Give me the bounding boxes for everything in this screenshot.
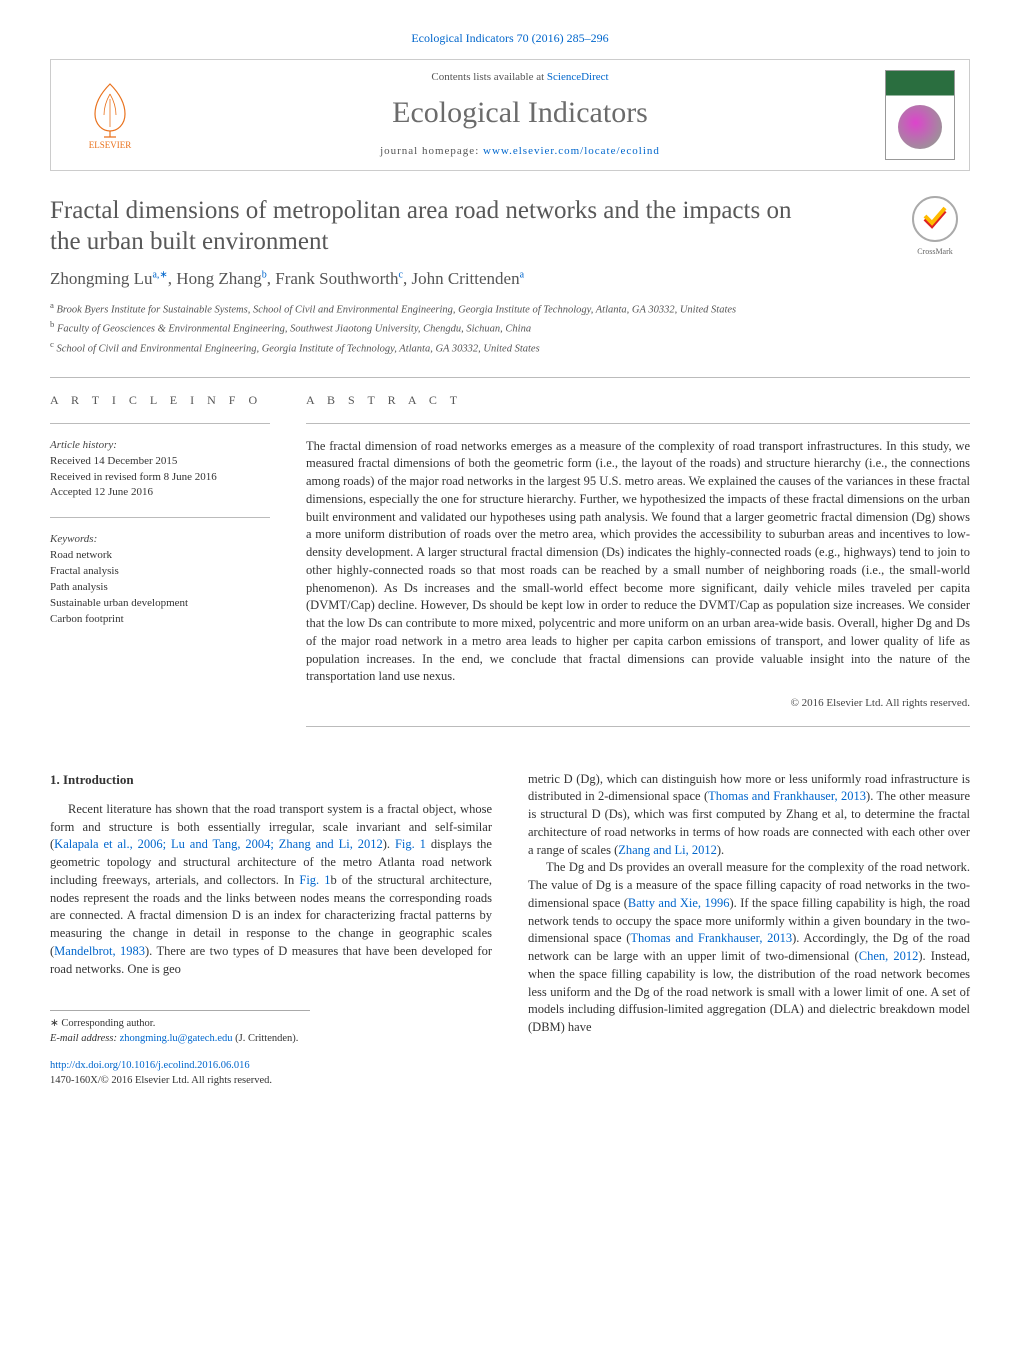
history-line: Received in revised form 8 June 2016 (50, 470, 270, 486)
citation-link[interactable]: Chen, 2012 (859, 949, 919, 963)
crossmark-icon (911, 195, 959, 243)
divider (50, 517, 270, 518)
divider (50, 377, 970, 378)
corresponding-label: ∗ Corresponding author. (50, 1017, 310, 1032)
history-line: Accepted 12 June 2016 (50, 485, 270, 501)
keyword: Road network (50, 548, 270, 564)
email-label: E-mail address: (50, 1033, 120, 1044)
intro-para-1: Recent literature has shown that the roa… (50, 801, 492, 979)
article-title: Fractal dimensions of metropolitan area … (50, 195, 810, 258)
article-info-label: a r t i c l e i n f o (50, 392, 270, 409)
journal-homepage-line: journal homepage: www.elsevier.com/locat… (155, 144, 885, 159)
citation-link[interactable]: Kalapala et al., 2006; Lu and Tang, 2004… (54, 837, 383, 851)
homepage-prefix: journal homepage: (380, 145, 483, 157)
history-label: Article history: (50, 438, 270, 454)
divider (306, 726, 970, 727)
section-heading-intro: 1. Introduction (50, 771, 492, 789)
authors-line: Zhongming Lua,∗, Hong Zhangb, Frank Sout… (50, 267, 970, 291)
elsevier-tree-icon (80, 79, 140, 139)
email-line: E-mail address: zhongming.lu@gatech.edu … (50, 1032, 310, 1047)
contents-available-line: Contents lists available at ScienceDirec… (155, 70, 885, 85)
email-suffix: (J. Crittenden). (233, 1033, 299, 1044)
abstract-label: a b s t r a c t (306, 392, 970, 409)
elsevier-logo: ELSEVIER (65, 70, 155, 160)
abstract-column: a b s t r a c t The fractal dimension of… (306, 392, 970, 741)
journal-cover-thumbnail (885, 70, 955, 160)
corresponding-author-footnote: ∗ Corresponding author. E-mail address: … (50, 1010, 310, 1047)
sciencedirect-link[interactable]: ScienceDirect (547, 71, 609, 83)
author-email-link[interactable]: zhongming.lu@gatech.edu (120, 1033, 233, 1044)
keyword: Carbon footprint (50, 612, 270, 628)
body-two-column: 1. Introduction Recent literature has sh… (50, 771, 970, 1090)
citation-link[interactable]: Mandelbrot, 1983 (54, 944, 145, 958)
body-left-column: 1. Introduction Recent literature has sh… (50, 771, 492, 1090)
keyword: Sustainable urban development (50, 596, 270, 612)
journal-header: ELSEVIER Contents lists available at Sci… (50, 59, 970, 171)
keywords-block: Keywords: Road networkFractal analysisPa… (50, 532, 270, 628)
crossmark-badge[interactable]: CrossMark (900, 195, 970, 257)
figure-link[interactable]: Fig. 1 (395, 837, 426, 851)
affiliations: a Brook Byers Institute for Sustainable … (50, 299, 970, 357)
elsevier-label: ELSEVIER (89, 139, 132, 152)
keyword: Path analysis (50, 580, 270, 596)
intro-para-3: The Dg and Ds provides an overall measur… (528, 859, 970, 1037)
figure-link[interactable]: Fig. 1 (299, 873, 330, 887)
article-history: Article history: Received 14 December 20… (50, 438, 270, 502)
citation-link[interactable]: Zhang and Li, 2012 (618, 843, 717, 857)
citation-link[interactable]: Batty and Xie, 1996 (628, 896, 730, 910)
body-right-column: metric D (Dg), which can distinguish how… (528, 771, 970, 1090)
citation-link[interactable]: Thomas and Frankhauser, 2013 (708, 789, 866, 803)
article-info-column: a r t i c l e i n f o Article history: R… (50, 392, 270, 741)
journal-reference: Ecological Indicators 70 (2016) 285–296 (50, 30, 970, 47)
divider (306, 423, 970, 424)
keywords-label: Keywords: (50, 532, 270, 548)
divider (50, 423, 270, 424)
contents-prefix: Contents lists available at (431, 71, 546, 83)
keyword: Fractal analysis (50, 564, 270, 580)
journal-homepage-link[interactable]: www.elsevier.com/locate/ecolind (483, 145, 660, 157)
abstract-copyright: © 2016 Elsevier Ltd. All rights reserved… (306, 696, 970, 711)
history-line: Received 14 December 2015 (50, 454, 270, 470)
citation-link[interactable]: Thomas and Frankhauser, 2013 (630, 931, 792, 945)
journal-name: Ecological Indicators (155, 92, 885, 134)
doi-block: http://dx.doi.org/10.1016/j.ecolind.2016… (50, 1059, 492, 1089)
intro-para-2: metric D (Dg), which can distinguish how… (528, 771, 970, 860)
crossmark-label: CrossMark (900, 246, 970, 257)
doi-link[interactable]: http://dx.doi.org/10.1016/j.ecolind.2016… (50, 1060, 250, 1071)
issn-copyright: 1470-160X/© 2016 Elsevier Ltd. All right… (50, 1075, 272, 1086)
abstract-text: The fractal dimension of road networks e… (306, 438, 970, 687)
